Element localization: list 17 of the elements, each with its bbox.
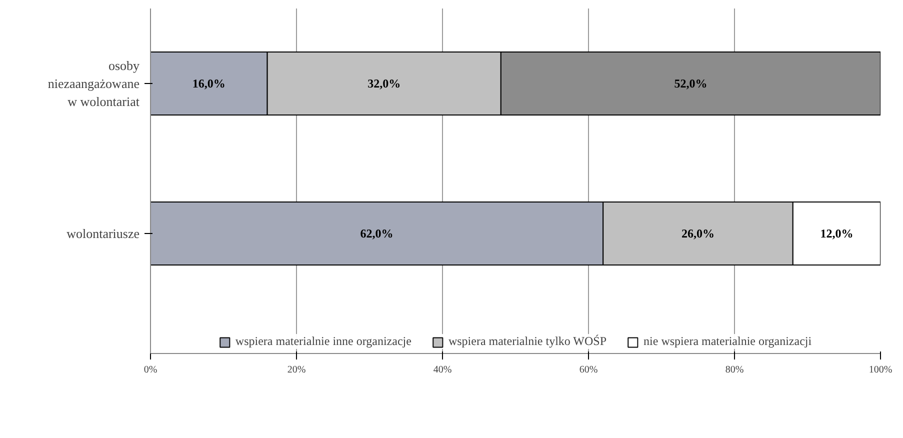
- y-tick-label: osoby niezaangażowane w wolontariat: [48, 58, 140, 109]
- x-tick-label: 20%: [287, 364, 306, 376]
- data-label: 32,0%: [368, 76, 401, 90]
- data-label: 12,0%: [820, 226, 854, 240]
- x-tick-label: 100%: [868, 364, 892, 376]
- x-tick-label: 80%: [725, 364, 744, 376]
- legend-label: wspiera materialnie inne organizacje: [235, 334, 412, 349]
- data-label: 26,0%: [682, 226, 714, 240]
- data-label: 16,0%: [192, 76, 226, 90]
- legend-label: nie wspiera materialnie organizacji: [644, 334, 812, 349]
- x-tick-label: 60%: [579, 364, 598, 376]
- y-tick-label: wolontariusze: [66, 226, 140, 241]
- data-label: 62,0%: [360, 226, 394, 240]
- x-tick-label: 0%: [144, 364, 158, 376]
- legend-label: wspiera materialnie tylko WOŚP: [448, 334, 607, 349]
- data-label: 52,0%: [674, 76, 708, 90]
- x-tick-label: 40%: [433, 364, 452, 376]
